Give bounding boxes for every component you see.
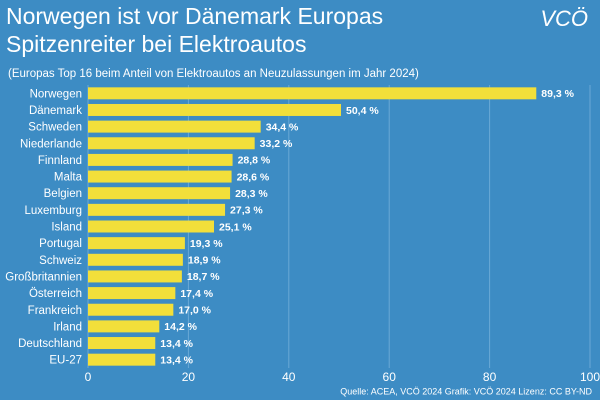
bar [88,137,255,150]
y-tick-label: Schweden [28,122,82,134]
y-tick-label: Luxemburg [24,205,82,217]
x-tick-label: 40 [282,370,296,384]
x-tick-label: 0 [85,370,92,384]
bar [88,203,226,216]
bar [88,353,156,366]
bar [88,253,183,266]
value-label: 13,4 % [160,354,193,366]
bar [88,337,156,350]
bar [88,237,185,250]
value-label: 18,9 % [188,255,221,267]
value-label: 25,1 % [219,221,252,233]
value-label: 50,4 % [346,105,379,117]
bar [88,320,160,333]
y-tick-label: Norwegen [30,88,82,100]
y-tick-label: Niederlande [20,138,82,150]
y-tick-label: Finnland [38,155,82,167]
x-tick-label: 100 [580,370,600,384]
y-tick-label: Irland [53,321,82,333]
bar [88,120,261,133]
bar [88,187,231,200]
bar [88,103,342,116]
value-label: 14,2 % [164,321,197,333]
value-label: 13,4 % [160,338,193,350]
value-label: 19,3 % [190,238,223,250]
y-tick-label: Deutschland [18,338,82,350]
y-tick-label: Portugal [39,238,82,250]
y-tick-label: EU-27 [49,355,82,367]
x-tick-label: 80 [483,370,497,384]
x-tick-label: 60 [383,370,397,384]
value-label: 89,3 % [541,88,574,100]
bar [88,153,233,166]
bar [88,287,176,300]
value-label: 18,7 % [187,271,220,283]
value-label: 27,3 % [230,205,263,217]
value-label: 34,4 % [266,121,299,133]
y-tick-label: Österreich [29,288,82,300]
x-tick-label: 20 [182,370,196,384]
chart-subtitle: (Europas Top 16 beim Anteil von Elektroa… [8,68,419,80]
value-label: 17,4 % [180,288,213,300]
bar [88,270,182,283]
y-tick-label: Belgien [44,188,82,200]
source: Quelle: ACEA, VCÖ 2024 Grafik: VCÖ 2024 … [340,386,592,396]
bar [88,170,232,183]
bar [88,87,537,100]
y-tick-label: Schweiz [39,255,82,267]
value-label: 28,6 % [237,171,270,183]
value-label: 17,0 % [178,305,211,317]
chart-title: Norwegen ist vor Dänemark Europas [6,3,383,29]
value-label: 33,2 % [260,138,293,150]
value-label: 28,8 % [238,155,271,167]
logo: VCÖ [540,6,588,31]
bar [88,303,174,316]
value-label: 28,3 % [235,188,268,200]
y-tick-label: Frankreich [28,305,82,317]
bar [88,220,215,233]
y-tick-label: Großbritannien [5,271,82,283]
y-tick-label: Dänemark [29,105,82,117]
y-tick-label: Island [51,222,82,234]
chart-title: Spitzenreiter bei Elektroautos [6,31,306,57]
y-tick-label: Malta [54,172,83,184]
